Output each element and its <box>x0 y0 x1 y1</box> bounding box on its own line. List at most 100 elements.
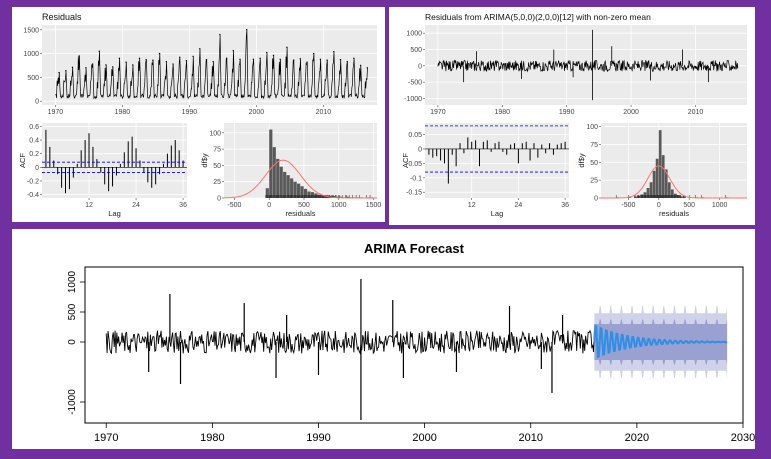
seasonal-peak-point <box>292 59 295 61</box>
x-tick-label: 1990 <box>559 109 575 116</box>
seasonal-peak-point <box>178 56 181 59</box>
seasonal-peak-point <box>312 52 315 55</box>
arima-forecast-plot: ARIMA Forecast 1970 1980 1990 2000 2010 2020 20… <box>67 241 755 444</box>
seasonal-peak-point <box>185 60 188 62</box>
histogram-bar <box>652 170 656 198</box>
seasonal-peak-point <box>346 60 348 63</box>
seasonal-peak-point <box>353 57 355 60</box>
seasonal-peak-point <box>158 52 161 55</box>
histogram-bar <box>661 155 665 198</box>
y-tick-label: 0 <box>418 63 422 70</box>
y-tick-label: 0.05 <box>408 132 422 139</box>
y-tick-label: 500 <box>27 75 39 82</box>
y-tick-label: 1500 <box>23 27 39 34</box>
histogram-bar <box>279 166 283 198</box>
chart-title: Residuals <box>42 12 82 22</box>
x-tick-label: 1970 <box>430 109 446 116</box>
normal-density-curve <box>223 159 377 199</box>
y-tick-label: 500 <box>67 303 78 320</box>
seasonal-peak-point <box>165 60 167 63</box>
seasonal-peak-point <box>259 57 261 60</box>
x-tick-label: 24 <box>132 202 140 209</box>
seasonal-peak-point <box>326 59 328 61</box>
seasonal-peak-point <box>71 66 74 69</box>
x-tick-label: 2020 <box>625 432 649 444</box>
y-tick-label: 25 <box>213 179 221 186</box>
x-tick-label: 2000 <box>249 109 265 116</box>
residuals-series <box>55 29 368 100</box>
chart-title: ARIMA Forecast <box>364 241 465 256</box>
seasonal-peak-point <box>91 63 94 65</box>
x-tick-label: 1980 <box>494 109 510 116</box>
y-tick-label: -1000 <box>404 96 422 103</box>
x-tick-label: 2000 <box>412 432 436 444</box>
seasonal-peak-point <box>272 54 275 57</box>
arima-residuals-plots: 1970 1980 1990 2000 2010-1000-50005001000Res… <box>401 12 747 218</box>
seasonal-peak-point <box>286 46 288 49</box>
histogram-bar <box>265 188 269 198</box>
y-tick-label: -500 <box>408 80 422 87</box>
seasonal-peak-point <box>245 29 248 31</box>
residuals-plots: 1970 1980 1990 2000 2010050010001500Residual… <box>18 12 382 218</box>
x-tick-label: 1000 <box>712 202 728 209</box>
seasonal-peak-point <box>225 57 228 60</box>
histogram-bar <box>680 196 683 198</box>
y-tick-label: 0.4 <box>29 138 39 145</box>
histogram-bar <box>646 188 650 198</box>
histogram-bar <box>655 158 659 198</box>
seasonal-peak-point <box>125 61 127 63</box>
seasonal-peak-point <box>359 64 362 67</box>
seasonal-peak-point <box>98 50 100 52</box>
y-tick-label: -0.4 <box>27 192 39 199</box>
x-tick-label: 0 <box>267 202 271 209</box>
plot-background <box>224 123 377 198</box>
histogram-bar <box>683 196 686 198</box>
seasonal-peak-point <box>252 58 255 60</box>
x-tick-label: 2000 <box>623 109 639 116</box>
y-tick-label: -0.05 <box>406 161 422 168</box>
y-tick-label: 100 <box>209 130 221 137</box>
seasonal-peak-point <box>205 59 208 61</box>
y-tick-label: 0 <box>594 196 598 203</box>
histogram-bar <box>658 130 662 198</box>
seasonal-peak-point <box>58 71 60 74</box>
histogram-bar <box>307 191 311 198</box>
y-tick-label: 1000 <box>23 51 39 58</box>
x-axis-label: Lag <box>108 209 121 218</box>
seasonal-peak-point <box>339 59 342 61</box>
seasonal-peak-point <box>212 60 214 63</box>
x-tick-label: 2010 <box>518 432 542 444</box>
seasonal-peak-point <box>219 33 221 36</box>
x-tick-label: 12 <box>468 202 476 209</box>
histogram-bar <box>667 182 671 198</box>
x-axis-label: residuals <box>285 209 315 218</box>
seasonal-peak-point <box>172 63 174 65</box>
y-tick-label: 100 <box>586 124 598 131</box>
y-tick-label: -1000 <box>67 389 78 415</box>
histogram-bar <box>664 169 668 198</box>
y-axis-label: ACF <box>18 153 27 168</box>
x-tick-label: 1990 <box>182 109 198 116</box>
seasonal-peak-point <box>78 55 80 57</box>
y-tick-label: 75 <box>590 142 598 149</box>
x-tick-label: 2030 <box>731 432 755 444</box>
x-tick-label: -500 <box>621 202 635 209</box>
y-tick-label: 0 <box>35 165 39 172</box>
seasonal-peak-point <box>152 59 154 61</box>
x-tick-label: 1970 <box>48 109 64 116</box>
y-tick-label: 1000 <box>406 31 422 38</box>
arima-forecast-panel: ARIMA Forecast 1970 1980 1990 2000 2010 2020 20… <box>12 229 755 449</box>
x-tick-label: 2010 <box>316 109 332 116</box>
residuals-panel: 1970 1980 1990 2000 2010 0 500 1000 1500 Residual… <box>12 7 385 222</box>
x-tick-label: 1500 <box>366 202 382 209</box>
y-axis-label: ACF <box>401 153 410 168</box>
y-tick-label: 50 <box>213 163 221 170</box>
x-tick-label: 24 <box>515 202 523 209</box>
histogram-bar <box>670 189 674 198</box>
seasonal-peak-point <box>65 70 67 72</box>
chart-title: Residuals from ARIMA(5,0,0)(2,0,0)[12] w… <box>425 12 651 22</box>
plot-background <box>42 25 377 105</box>
x-axis-label: residuals <box>659 209 689 218</box>
seasonal-peak-point <box>266 51 268 54</box>
y-tick-label: -0.15 <box>406 190 422 197</box>
